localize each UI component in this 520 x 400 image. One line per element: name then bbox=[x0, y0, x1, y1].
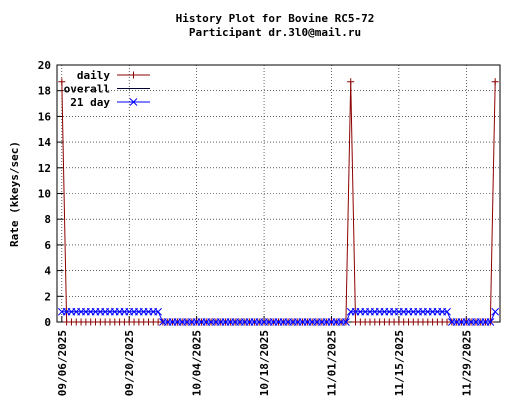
legend-marker bbox=[130, 71, 137, 79]
y-tick-label: 20 bbox=[38, 59, 51, 72]
chart-subtitle: Participant dr.3l0@mail.ru bbox=[189, 26, 361, 39]
point-marker bbox=[342, 318, 350, 326]
x-tick-label: 09/06/2025 bbox=[56, 330, 69, 396]
y-tick-label: 2 bbox=[44, 290, 51, 303]
point-marker bbox=[347, 78, 355, 86]
point-marker bbox=[443, 307, 451, 316]
legend-marker bbox=[129, 98, 138, 106]
y-tick-label: 6 bbox=[44, 239, 51, 252]
y-tick-label: 10 bbox=[38, 188, 51, 201]
y-tick-label: 12 bbox=[38, 162, 51, 175]
point-marker bbox=[154, 307, 162, 316]
y-tick-label: 0 bbox=[44, 316, 51, 329]
legend-label: daily bbox=[77, 69, 110, 82]
y-tick-label: 4 bbox=[44, 265, 51, 278]
y-axis-label: Rate (kkeys/sec) bbox=[8, 141, 21, 247]
x-tick-label: 10/18/2025 bbox=[258, 330, 271, 396]
y-tick-label: 18 bbox=[38, 85, 51, 98]
point-marker bbox=[491, 307, 500, 316]
x-tick-label: 11/15/2025 bbox=[393, 330, 406, 396]
y-tick-label: 14 bbox=[38, 136, 52, 149]
point-marker bbox=[486, 318, 495, 326]
x-tick-label: 10/04/2025 bbox=[191, 330, 204, 396]
legend-label: 21 day bbox=[70, 96, 110, 109]
chart-title: History Plot for Bovine RC5-72 bbox=[176, 12, 375, 25]
x-tick-label: 11/01/2025 bbox=[325, 330, 338, 396]
y-tick-label: 8 bbox=[44, 213, 51, 226]
y-tick-label: 16 bbox=[38, 110, 52, 123]
x-tick-label: 11/29/2025 bbox=[460, 330, 473, 396]
point-marker bbox=[58, 78, 66, 86]
x-tick-label: 09/20/2025 bbox=[123, 330, 136, 396]
legend-label: overall bbox=[64, 83, 110, 96]
point-marker bbox=[491, 78, 499, 86]
